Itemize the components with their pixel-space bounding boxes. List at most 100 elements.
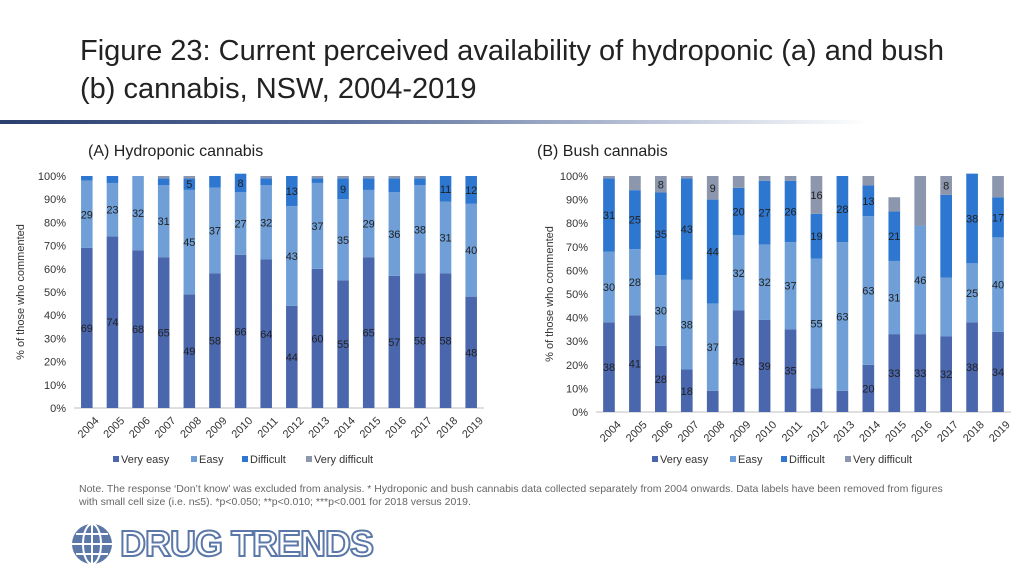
y-tick-label-a: 0% xyxy=(50,403,66,415)
legend-label-a: Very difficult xyxy=(314,454,373,466)
bar-segment-b-difficult xyxy=(992,197,1004,238)
bar-segment-b-very-easy xyxy=(810,388,823,412)
data-label-a: 66 xyxy=(234,326,246,338)
bar-segment-b-very-difficult xyxy=(810,176,823,214)
data-label-b: 63 xyxy=(836,311,848,323)
chart-title-b: (B) Bush cannabis xyxy=(537,143,668,160)
chart-title-a: (A) Hydroponic cannabis xyxy=(88,143,263,160)
data-label-a: 23 xyxy=(106,205,118,217)
legend-label-b: Easy xyxy=(738,454,763,466)
data-label-b: 28 xyxy=(655,374,667,386)
data-label-b: 37 xyxy=(784,281,796,293)
data-label-b: 38 xyxy=(966,213,978,225)
bar-segment-a-easy xyxy=(106,182,119,237)
data-label-b: 34 xyxy=(992,367,1004,379)
legend-label-b: Very easy xyxy=(660,454,709,466)
bar-segment-a-difficult xyxy=(414,178,426,186)
bar-segment-b-very-difficult xyxy=(888,197,901,212)
bar-segment-a-very-easy xyxy=(183,294,196,408)
footnote: Note. The response ‘Don’t know’ was excl… xyxy=(79,483,943,508)
bar-segment-b-easy xyxy=(940,277,952,337)
data-label-b: 16 xyxy=(810,190,822,202)
bar-segment-a-easy xyxy=(311,182,324,269)
bar-segment-a-difficult xyxy=(465,176,477,204)
bar-segment-a-very-difficult xyxy=(157,176,170,179)
legend-swatch-b xyxy=(781,456,787,462)
data-label-b: 46 xyxy=(914,275,926,287)
data-label-a: 68 xyxy=(132,324,144,336)
data-label-a: 44 xyxy=(286,352,298,364)
x-tick-label-b: 2014 xyxy=(857,419,883,445)
data-label-a: 38 xyxy=(414,224,426,236)
y-tick-label-a: 60% xyxy=(44,264,66,276)
bar-segment-b-difficult xyxy=(629,190,641,250)
bar-segment-a-easy xyxy=(234,192,247,255)
bar-segment-a-very-easy xyxy=(286,305,298,408)
data-label-b: 28 xyxy=(836,204,848,216)
data-label-b: 33 xyxy=(888,368,900,380)
x-tick-label-b: 2018 xyxy=(961,419,987,445)
data-label-b: 43 xyxy=(733,356,745,368)
bar-segment-a-very-easy xyxy=(465,296,477,408)
data-label-a: 65 xyxy=(363,328,375,340)
y-tick-label-b: 80% xyxy=(566,218,588,230)
bar-segment-b-difficult xyxy=(732,187,745,235)
bar-segment-b-easy xyxy=(629,249,641,316)
legend-swatch-a xyxy=(242,456,248,462)
data-label-b: 31 xyxy=(603,210,615,222)
data-label-b: 27 xyxy=(758,208,770,220)
bar-segment-a-easy xyxy=(362,189,375,258)
bar-segment-b-very-easy xyxy=(758,319,771,412)
bar-segment-a-very-easy xyxy=(311,268,324,408)
data-label-a: 48 xyxy=(465,347,477,359)
y-tick-label-b: 0% xyxy=(572,407,588,419)
bar-segment-b-very-easy xyxy=(732,310,745,412)
bar-segment-b-very-easy xyxy=(706,390,719,412)
x-tick-label-a: 2013 xyxy=(306,415,332,441)
bar-segment-a-very-easy xyxy=(388,275,401,408)
y-tick-label-b: 60% xyxy=(566,265,588,277)
logo-text: DRUG TRENDS xyxy=(119,522,375,565)
x-tick-label-a: 2011 xyxy=(255,415,280,440)
x-tick-label-a: 2012 xyxy=(281,415,307,441)
legend-swatch-a xyxy=(113,456,119,462)
data-label-a: 36 xyxy=(388,229,400,241)
bar-segment-b-difficult xyxy=(940,194,952,278)
data-label-a: 12 xyxy=(465,185,477,197)
bar-segment-b-very-difficult xyxy=(914,176,927,226)
bar-segment-a-very-easy xyxy=(234,254,247,408)
legend-label-a: Easy xyxy=(199,454,224,466)
data-label-a: 9 xyxy=(340,184,346,196)
data-label-b: 19 xyxy=(810,231,822,243)
bar-segment-a-very-easy xyxy=(414,273,426,408)
bar-segment-b-easy xyxy=(836,242,849,391)
y-tick-label-a: 90% xyxy=(44,194,66,206)
data-label-b: 35 xyxy=(784,366,796,378)
y-tick-label-b: 50% xyxy=(566,289,588,301)
data-label-a: 43 xyxy=(286,251,298,263)
bar-segment-a-easy xyxy=(439,201,452,274)
bar-segment-b-difficult xyxy=(862,185,875,217)
data-label-b: 55 xyxy=(810,319,822,331)
y-axis-label-a: % of those who commented xyxy=(15,224,27,360)
bar-segment-b-difficult xyxy=(784,180,797,243)
x-tick-label-a: 2004 xyxy=(76,415,102,441)
bar-segment-b-difficult xyxy=(758,180,771,245)
x-tick-label-a: 2014 xyxy=(332,415,358,441)
bar-segment-b-difficult xyxy=(966,173,978,264)
x-tick-label-a: 2005 xyxy=(101,415,127,441)
data-label-b: 32 xyxy=(758,277,770,289)
data-label-b: 40 xyxy=(992,280,1004,292)
data-label-b: 30 xyxy=(603,282,615,294)
bar-segment-a-very-easy xyxy=(106,236,119,408)
data-label-a: 27 xyxy=(234,219,246,231)
y-tick-label-a: 70% xyxy=(44,241,66,253)
y-tick-label-b: 10% xyxy=(566,383,588,395)
bar-segment-a-very-easy xyxy=(81,247,93,408)
y-tick-label-a: 10% xyxy=(44,380,66,392)
data-label-a: 55 xyxy=(337,339,349,351)
bar-segment-a-easy xyxy=(337,199,349,281)
bar-segment-a-very-easy xyxy=(362,257,375,408)
bar-segment-b-very-easy xyxy=(914,334,927,412)
data-label-b: 17 xyxy=(992,212,1004,224)
